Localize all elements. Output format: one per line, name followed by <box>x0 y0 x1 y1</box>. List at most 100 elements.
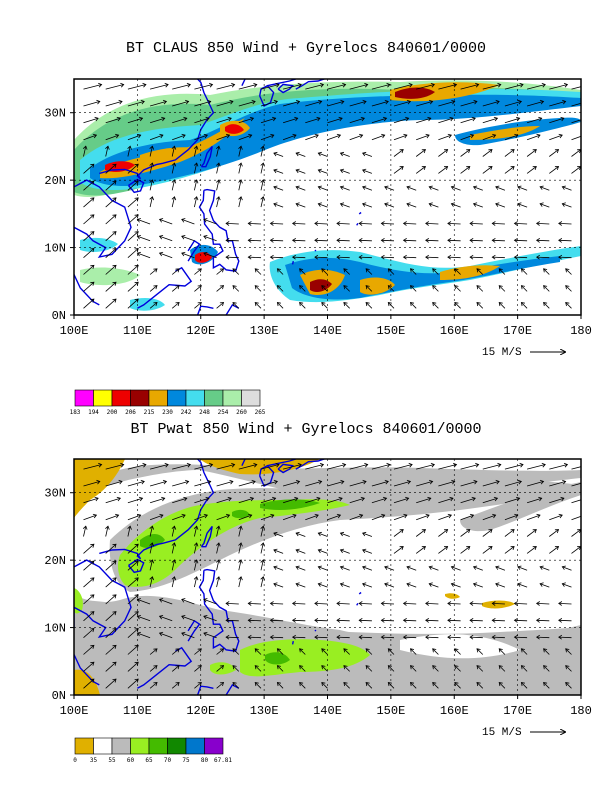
wind-vector-183 <box>561 565 572 571</box>
wind-vector-171 <box>295 565 306 571</box>
wind-vector-318 <box>504 82 524 90</box>
wind-vector-106 <box>380 618 395 623</box>
wind-vector-60 <box>387 268 395 275</box>
wind-vector-89 <box>513 634 528 640</box>
wind-vector-31 <box>254 665 262 672</box>
colorbar-label-6: 75 <box>182 757 190 764</box>
wind-vector-115 <box>83 594 95 605</box>
colorbar-swatch-0 <box>74 389 94 407</box>
wind-vector-50 <box>171 268 180 275</box>
wind-vector-149 <box>317 582 328 588</box>
wind-vector-66 <box>520 268 528 275</box>
wind-vector-64 <box>476 648 484 655</box>
wind-vector-238 <box>260 513 275 521</box>
wind-vector-172 <box>317 565 328 571</box>
wind-vector-295 <box>504 479 523 487</box>
wind-vector-85 <box>425 634 439 640</box>
wind-vector-185 <box>105 163 117 174</box>
wind-vector-205 <box>549 546 560 554</box>
wind-vector-17 <box>454 301 461 309</box>
wind-vector-235 <box>194 133 208 141</box>
wind-vector-193 <box>273 168 284 174</box>
wind-vector-120 <box>181 598 195 605</box>
wind-vector-264 <box>327 116 343 124</box>
wind-vector-13 <box>365 301 373 309</box>
wind-vector-262 <box>282 116 299 124</box>
wind-vector-112 <box>513 238 528 243</box>
wind-vector-111 <box>491 618 505 623</box>
wind-vector-176 <box>406 185 417 191</box>
wind-vector-106 <box>380 238 395 243</box>
wind-vector-134 <box>491 221 505 226</box>
wind-vector-142 <box>171 576 177 588</box>
wind-vector-196 <box>339 168 350 174</box>
wind-vector-120 <box>181 218 195 225</box>
wind-vector-79 <box>291 634 306 640</box>
wind-vector-298 <box>571 482 581 487</box>
wind-vector-275 <box>571 499 581 504</box>
wind-vector-82 <box>358 254 372 260</box>
wind-vector-315 <box>438 82 458 90</box>
wind-vector-117 <box>127 594 139 605</box>
wind-vector-71 <box>127 248 139 258</box>
wind-vector-301 <box>127 82 147 90</box>
wind-vector-231 <box>105 513 120 521</box>
wind-vector-202 <box>482 546 493 554</box>
wind-vector-221 <box>393 529 404 537</box>
colorbar-label-1: 35 <box>90 757 98 764</box>
wind-vector-251 <box>549 513 563 521</box>
wind-vector-305 <box>216 462 236 470</box>
y-tick-label-1: 10N <box>44 622 66 636</box>
wind-vector-169 <box>260 179 265 191</box>
wind-vector-96 <box>158 615 173 622</box>
wind-vector-224 <box>460 149 471 157</box>
wind-vector-73 <box>158 251 173 259</box>
wind-vector-173 <box>339 565 350 571</box>
wind-vector-245 <box>416 513 430 521</box>
wind-vector-109 <box>447 618 461 623</box>
wind-vector-52 <box>216 648 225 655</box>
wind-vector-95 <box>136 615 151 622</box>
wind-vector-166 <box>193 179 199 191</box>
wind-vector-19 <box>498 681 506 689</box>
wind-vector-86 <box>447 634 461 640</box>
wind-vector-253 <box>83 116 99 124</box>
wind-vector-139 <box>105 577 117 588</box>
wind-vector-285 <box>282 99 301 107</box>
wind-vector-13 <box>365 681 373 689</box>
wind-vector-308 <box>283 462 302 470</box>
wind-vector-110 <box>469 238 483 243</box>
wind-vector-114 <box>558 618 572 623</box>
x-tick-label-1: 110E <box>123 324 152 338</box>
wind-vector-135 <box>513 221 528 226</box>
wind-vector-243 <box>371 513 386 521</box>
wind-vector-114 <box>558 238 572 243</box>
wind-vector-30 <box>232 285 240 292</box>
wind-vector-47 <box>105 264 117 275</box>
wind-vector-93 <box>105 231 117 242</box>
wind-vector-40 <box>454 285 461 292</box>
wind-vector-149 <box>317 202 328 208</box>
wind-vector-87 <box>469 634 483 640</box>
wind-vector-164 <box>149 179 155 191</box>
wind-vector-83 <box>380 634 395 640</box>
wind-vector-116 <box>105 594 117 605</box>
colorbar-swatch-5 <box>167 737 187 755</box>
wind-vector-265 <box>349 116 365 124</box>
wind-vector-209 <box>127 525 132 537</box>
wind-vector-78 <box>269 254 284 260</box>
wind-vector-123 <box>247 221 262 226</box>
wind-vector-189 <box>193 162 199 174</box>
colorbar-label-7: 80 <box>201 757 209 764</box>
wind-vector-15 <box>409 301 417 309</box>
wind-vector-105 <box>358 238 372 243</box>
wind-vector-141 <box>149 196 155 208</box>
wind-vector-1 <box>105 298 117 309</box>
wind-vector-159 <box>539 582 550 588</box>
wind-vector-60 <box>387 648 395 655</box>
wind-vector-182 <box>539 185 550 191</box>
wind-vector-233 <box>149 133 164 141</box>
wind-vector-4 <box>171 682 180 689</box>
wind-vector-288 <box>349 479 367 487</box>
wind-vector-23 <box>83 281 95 292</box>
